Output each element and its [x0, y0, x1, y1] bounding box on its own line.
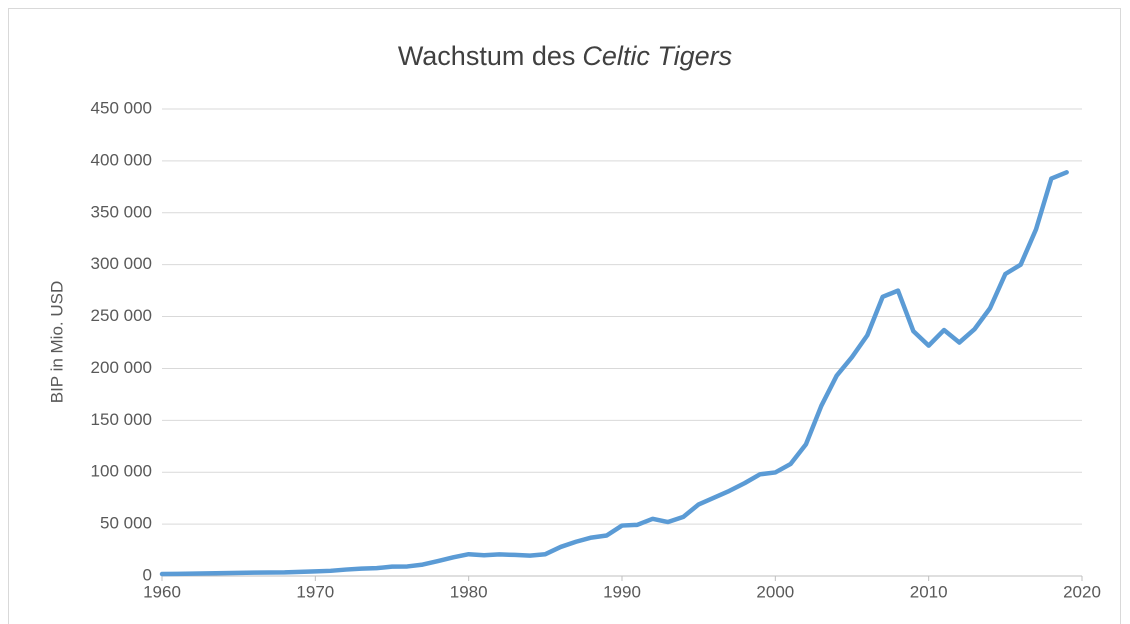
y-tick-label: 200 000: [91, 358, 152, 377]
y-tick-label: 150 000: [91, 410, 152, 429]
data-line: [159, 170, 1069, 577]
x-tick-label: 1980: [450, 582, 488, 601]
y-tick-label: 50 000: [100, 514, 152, 533]
x-tick-label: 2020: [1063, 582, 1101, 601]
title-text: Wachstum des: [398, 41, 576, 71]
x-tick-label: 1990: [603, 582, 641, 601]
y-tick-label: 450 000: [91, 98, 152, 117]
title-emphasis: Celtic Tigers: [582, 41, 732, 71]
y-tick-label: 0: [143, 565, 152, 584]
y-tick-label: 300 000: [91, 254, 152, 273]
y-tick-label: 400 000: [91, 150, 152, 169]
chart-title: Wachstum des Celtic Tigers: [398, 41, 732, 71]
x-tick-label: 1970: [296, 582, 334, 601]
x-tick-label: 1960: [143, 582, 181, 601]
y-tick-label: 250 000: [91, 306, 152, 325]
x-tick-label: 2010: [910, 582, 948, 601]
y-tick-label: 100 000: [91, 462, 152, 481]
y-axis-label: BIP in Mio. USD: [47, 281, 66, 404]
chart-frame: [8, 8, 1121, 624]
y-tick-label: 350 000: [91, 202, 152, 221]
x-tick-label: 2000: [756, 582, 794, 601]
